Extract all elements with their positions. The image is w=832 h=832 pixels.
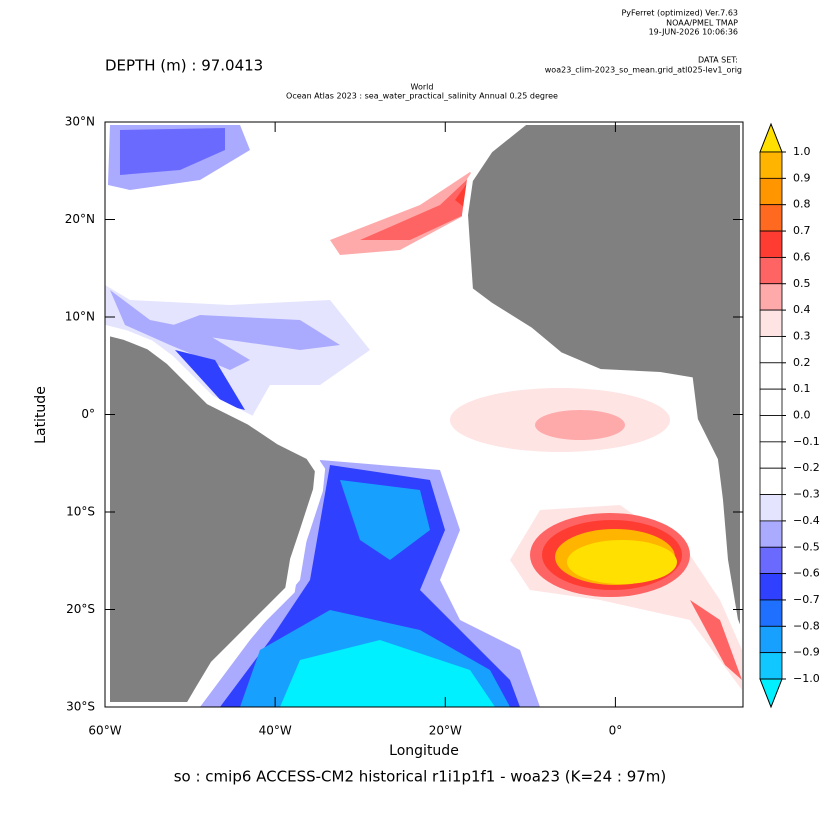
y-tick-label: 0° <box>81 407 95 421</box>
colorbar-label: 1.0 <box>793 145 811 158</box>
anomaly <box>567 540 677 584</box>
y-axis-label: Latitude <box>33 386 49 444</box>
colorbar-label: 0.3 <box>793 329 811 342</box>
colorbar-cell <box>759 256 783 285</box>
colorbar-label: −0.6 <box>793 567 820 580</box>
colorbar-cell <box>759 546 783 575</box>
colorbar-label: 0.1 <box>793 382 811 395</box>
anomaly <box>160 315 340 350</box>
software: PyFerret (optimized) Ver.7.63 <box>621 9 738 18</box>
colorbar-label: −0.8 <box>793 619 820 632</box>
colorbar-cell <box>759 573 783 601</box>
anomaly <box>330 172 478 255</box>
colorbar-label: −0.1 <box>793 435 820 448</box>
x-tick-label: 40°W <box>259 724 292 738</box>
colorbar-label: 0.6 <box>793 250 811 263</box>
colorbar-arrow <box>759 678 783 709</box>
colorbar-label: 0.8 <box>793 198 811 211</box>
colorbar-label: −0.2 <box>793 461 820 474</box>
y-tick-label: 30°S <box>66 700 95 714</box>
anomaly <box>340 480 430 560</box>
x-tick-label: 0° <box>609 724 623 738</box>
caption: so : cmip6 ACCESS-CM2 historical r1i1p1f… <box>174 768 667 786</box>
anomaly <box>690 600 742 680</box>
colorbar-cell <box>759 388 783 416</box>
x-tick-label: 20°W <box>429 724 462 738</box>
colorbar-cell <box>759 362 783 390</box>
colorbar-label: −1.0 <box>793 672 820 685</box>
dataset-label: DATA SET: <box>698 56 738 65</box>
map-field <box>105 122 743 707</box>
colorbar-label: −0.5 <box>793 540 820 553</box>
colorbar-cell <box>759 494 783 522</box>
colorbar-cell <box>759 599 783 627</box>
colorbar-cell <box>759 652 783 680</box>
colorbar-cell <box>759 151 783 179</box>
y-tick-label: 30°N <box>65 115 95 129</box>
colorbar-label: 0.0 <box>793 409 811 422</box>
dataset: woa23_clim-2023_so_mean.grid_atl025-lev1… <box>545 66 742 75</box>
colorbar-cell <box>759 467 783 495</box>
colorbar-cell <box>759 309 783 337</box>
colorbar-cell <box>759 230 783 258</box>
colorbar-label: 0.2 <box>793 356 811 369</box>
date: 19-JUN-2026 10:06:36 <box>649 28 738 37</box>
colorbar-cell <box>759 204 783 232</box>
title-line1: World <box>411 83 434 92</box>
colorbar-label: 0.7 <box>793 224 811 237</box>
colorbar-label: −0.3 <box>793 488 820 501</box>
title-line2: Ocean Atlas 2023 : sea_water_practical_s… <box>286 92 558 101</box>
colorbar-cell <box>759 336 783 364</box>
y-tick-label: 20°N <box>65 212 95 226</box>
colorbar-label: −0.7 <box>793 593 820 606</box>
colorbar-label: 0.5 <box>793 277 811 290</box>
colorbar-cell <box>759 283 783 311</box>
colorbar-label: 0.4 <box>793 303 811 316</box>
anomaly <box>175 350 245 410</box>
anomaly <box>535 410 625 440</box>
y-tick-label: 10°N <box>65 310 95 324</box>
y-tick-label: 20°S <box>66 602 95 616</box>
anomaly <box>280 640 495 707</box>
colorbar-arrow <box>759 122 783 153</box>
colorbar-label: −0.4 <box>793 514 820 527</box>
anomaly <box>360 175 472 240</box>
colorbar-cell <box>759 415 783 443</box>
colorbar-cell <box>759 177 783 206</box>
colorbar-label: −0.9 <box>793 646 820 659</box>
depth: DEPTH (m) : 97.0413 <box>105 57 263 75</box>
x-axis-label: Longitude <box>389 743 459 759</box>
x-tick-label: 60°W <box>88 724 121 738</box>
y-tick-label: 10°S <box>66 505 95 519</box>
land <box>105 324 326 707</box>
anomaly <box>120 128 225 175</box>
colorbar-label: 0.9 <box>793 171 811 184</box>
colorbar-cell <box>759 520 783 548</box>
colorbar-cell <box>759 441 783 469</box>
colorbar-cell <box>759 625 783 654</box>
lab: NOAA/PMEL TMAP <box>666 19 738 28</box>
